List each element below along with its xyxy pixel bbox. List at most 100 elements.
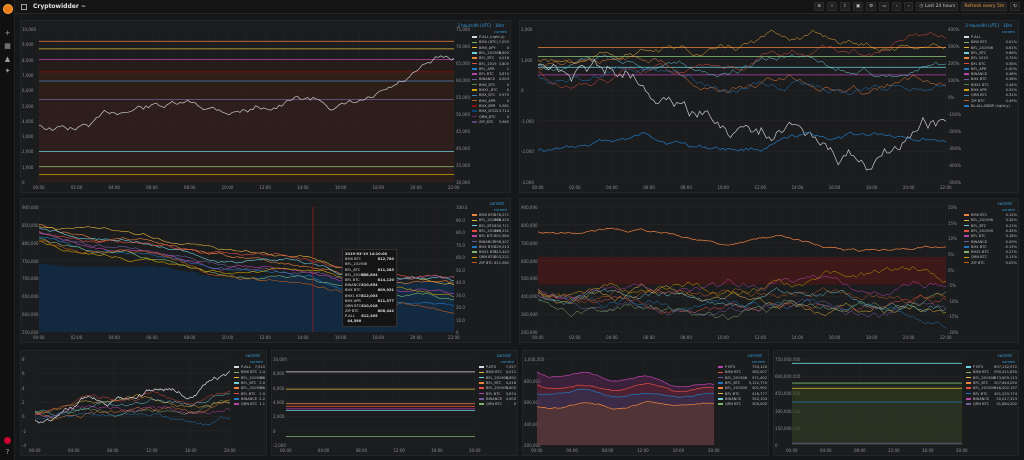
legend-item[interactable]: BFL BTC 3,874: [472, 72, 509, 77]
legend-item[interactable]: QRN BTC 300,000: [718, 402, 767, 407]
graph-area[interactable]: [39, 29, 454, 182]
graph-area[interactable]: [35, 359, 230, 445]
graph-area[interactable]: [792, 359, 962, 445]
legend-item[interactable]: BHX APR 0.52%: [964, 88, 1017, 93]
legend-header[interactable]: current: [494, 30, 507, 34]
legend-item[interactable]: BFL_BTC 4,018: [472, 56, 509, 61]
legend-item[interactable]: QRN_BTC 0: [472, 115, 509, 120]
legend-item[interactable]: BFL_2019 3,805: [472, 62, 509, 67]
legend-item[interactable]: P BTS 733,120: [718, 365, 767, 370]
legend-item[interactable]: BMX BTC 590,411,830: [966, 370, 1017, 375]
legend-item[interactable]: BFL_201906 3,892: [472, 51, 509, 56]
panel-p8[interactable]: current 750,000,000 600,000,000 450,000,000…: [773, 350, 1019, 456]
series-line-s6[interactable]: [35, 412, 230, 426]
graph-area[interactable]: [286, 359, 475, 445]
legend-item[interactable]: BFL_BTC 0.66%: [964, 51, 1017, 56]
legend-item[interactable]: BFL 2019 0.72%: [964, 56, 1017, 61]
help-icon[interactable]: ?: [5, 448, 10, 456]
panel-p6[interactable]: current 10,000 8,000 6,000 4,000 2,000 0 -2,000…: [271, 350, 518, 456]
legend-header[interactable]: current: [752, 360, 765, 364]
panel-p7[interactable]: current 1,000,000 800,000 600,000 400,000 200…: [522, 350, 769, 456]
series-line-s3[interactable]: [538, 31, 946, 89]
panel-title[interactable]: 2 hours/4h (UTC) · 16m: [457, 23, 504, 28]
series-line-s9[interactable]: [538, 287, 946, 304]
legend-item[interactable]: ZIP BTC 0.49%: [964, 99, 1017, 104]
legend-item[interactable]: BFL BTC 3,874: [479, 392, 516, 397]
series-line-s0[interactable]: [538, 29, 946, 64]
legend-item[interactable]: BFL_201906 573,809,113: [966, 376, 1017, 381]
legend-item[interactable]: BFL_201906 1.8: [234, 376, 265, 381]
series-line-top[interactable]: [538, 227, 946, 252]
legend-header[interactable]: current: [1002, 360, 1015, 364]
legend-item[interactable]: BFL BTC 1.9: [234, 392, 265, 397]
legend-item[interactable]: BFL BTC 418,777: [718, 392, 767, 397]
panel-title[interactable]: 2 hours/4h (UTC) · 16m: [965, 23, 1012, 28]
graph-area[interactable]: [537, 359, 714, 445]
legend-item[interactable]: BFL_BTC 630,711: [472, 224, 509, 229]
series-line-b[interactable]: [537, 382, 714, 393]
legend-item[interactable]: QRN BTC 31,884,502: [966, 402, 1017, 407]
series-line-s3[interactable]: [35, 393, 230, 416]
legend-item[interactable]: BINANCE 50,017,323: [966, 397, 1017, 402]
refresh-icon[interactable]: ↻: [1010, 2, 1020, 11]
star-icon[interactable]: ☆: [827, 2, 838, 11]
panel-p4[interactable]: current 900,000 800,000 700,000 600,000 500,0…: [519, 198, 1019, 343]
legend-item[interactable]: QRN BTC 0.11%: [964, 255, 1017, 260]
legend-item[interactable]: BFL_BTC 507,844,050: [966, 381, 1017, 386]
legend-item[interactable]: BMX_APY 0: [472, 46, 509, 51]
legend-item[interactable]: BFL_201906 632,420: [472, 218, 509, 223]
legend-item[interactable]: BMX BTC 4,012: [479, 370, 516, 375]
legend-item[interactable]: BMX BTC 678,271: [472, 213, 509, 218]
series-line-s6[interactable]: [538, 293, 946, 329]
legend-item[interactable]: ZIP_BTC 3,965: [472, 120, 509, 125]
alert-bell-icon[interactable]: ▲: [4, 55, 11, 63]
series-line-bdbp[interactable]: [538, 131, 946, 152]
legend-item[interactable]: BHX BTC 0.38%: [964, 77, 1017, 82]
dashboard-grid-icon[interactable]: [21, 3, 27, 10]
legend-item[interactable]: BFL_201906 571,402: [718, 376, 767, 381]
legend-item[interactable]: BHX1 BTC 0.27%: [964, 250, 1017, 255]
grafana-logo-icon[interactable]: [3, 4, 13, 14]
graph-area[interactable]: [538, 29, 946, 182]
series-line-s4[interactable]: [35, 401, 230, 421]
legend-item[interactable]: BFL_201906 0.61%: [964, 46, 1017, 51]
refresh-interval-button[interactable]: Refresh every 5m: [961, 2, 1008, 11]
legend-item[interactable]: BINANCE 4,003: [479, 397, 516, 402]
legend-item[interactable]: BFL_APR 1: [472, 67, 509, 72]
series-line-s3[interactable]: [538, 294, 946, 314]
panel-title[interactable]: current: [496, 353, 511, 358]
save-icon[interactable]: ▣: [852, 2, 864, 11]
legend-item[interactable]: BINANCE 0.48%: [964, 72, 1017, 77]
legend-item[interactable]: BMX BTC 0.12%: [964, 213, 1017, 218]
legend-header[interactable]: current: [1002, 208, 1015, 212]
legend-item[interactable]: BINANCE 0.09%: [964, 240, 1017, 245]
legend-item[interactable]: BFL_201909 448,002,197: [966, 386, 1017, 391]
legend-header[interactable]: current: [494, 208, 507, 212]
zoom-forward-icon[interactable]: ›: [904, 2, 914, 11]
legend-item[interactable]: BFL_201906 3,892: [479, 376, 516, 381]
series-line-s7[interactable]: [35, 405, 230, 418]
legend-item[interactable]: BHX_BPR 3,981: [472, 104, 509, 109]
zoom-back-icon[interactable]: ‹: [892, 2, 902, 11]
legend-item[interactable]: ZIP BTC 611,062: [472, 261, 509, 266]
legend-item[interactable]: BFL_BTC 2.0: [234, 381, 265, 386]
legend-item[interactable]: BHX_BTCD 3,714: [472, 109, 509, 114]
panel-p3[interactable]: current 900,000 850,000 800,000 750,000 700,0…: [20, 198, 511, 343]
panel-p2[interactable]: 2 hours/4h (UTC) · 16m 2,000 1,000 0 -1,000 -…: [519, 20, 1019, 193]
legend-item[interactable]: P-ALL: [964, 35, 1017, 40]
panel-title[interactable]: current: [997, 201, 1012, 206]
legend-header[interactable]: current: [501, 360, 514, 364]
legend-item[interactable]: BFL_201909 645,231: [472, 229, 509, 234]
series-line-s2[interactable]: [538, 55, 946, 95]
legend-item[interactable]: BHX BTC -0.15%: [964, 245, 1017, 250]
legend-item[interactable]: BMX BTC 582,007: [718, 370, 767, 375]
legend-item[interactable]: QRN BTC 603,221: [472, 255, 509, 260]
series-line-a[interactable]: [537, 371, 714, 388]
legend-item[interactable]: QRN BTC 0.31%: [964, 93, 1017, 98]
legend-item[interactable]: BFL_201909 0.45%: [964, 229, 1017, 234]
legend-item[interactable]: QRN BTC 1.1: [234, 402, 265, 407]
legend-item[interactable]: P BTS 697,132,072: [966, 365, 1017, 370]
legend-item[interactable]: BFL_BTC 5,122,770: [718, 381, 767, 386]
legend-item[interactable]: QRN BTC 0: [479, 402, 516, 407]
legend-item[interactable]: BHX_BTC 3,975: [472, 93, 509, 98]
